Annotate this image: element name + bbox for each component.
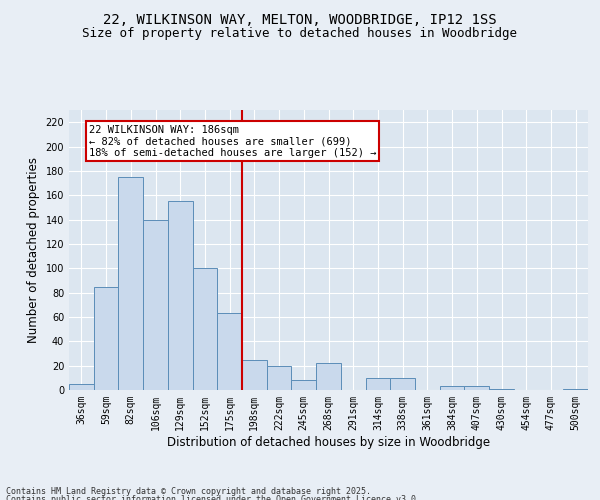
Text: 22, WILKINSON WAY, MELTON, WOODBRIDGE, IP12 1SS: 22, WILKINSON WAY, MELTON, WOODBRIDGE, I… xyxy=(103,12,497,26)
Bar xyxy=(118,177,143,390)
Bar xyxy=(242,360,267,390)
Bar xyxy=(489,389,514,390)
Bar xyxy=(69,384,94,390)
Bar xyxy=(267,366,292,390)
Bar xyxy=(316,363,341,390)
Bar xyxy=(217,314,242,390)
Bar xyxy=(292,380,316,390)
Text: Contains HM Land Registry data © Crown copyright and database right 2025.: Contains HM Land Registry data © Crown c… xyxy=(6,488,371,496)
Bar xyxy=(365,378,390,390)
Text: 22 WILKINSON WAY: 186sqm
← 82% of detached houses are smaller (699)
18% of semi-: 22 WILKINSON WAY: 186sqm ← 82% of detach… xyxy=(89,124,376,158)
Bar xyxy=(390,378,415,390)
Bar xyxy=(563,389,588,390)
Bar xyxy=(168,202,193,390)
Bar xyxy=(94,286,118,390)
Bar xyxy=(143,220,168,390)
X-axis label: Distribution of detached houses by size in Woodbridge: Distribution of detached houses by size … xyxy=(167,436,490,448)
Bar xyxy=(193,268,217,390)
Bar xyxy=(464,386,489,390)
Text: Size of property relative to detached houses in Woodbridge: Size of property relative to detached ho… xyxy=(83,28,517,40)
Y-axis label: Number of detached properties: Number of detached properties xyxy=(27,157,40,343)
Text: Contains public sector information licensed under the Open Government Licence v3: Contains public sector information licen… xyxy=(6,495,421,500)
Bar xyxy=(440,386,464,390)
